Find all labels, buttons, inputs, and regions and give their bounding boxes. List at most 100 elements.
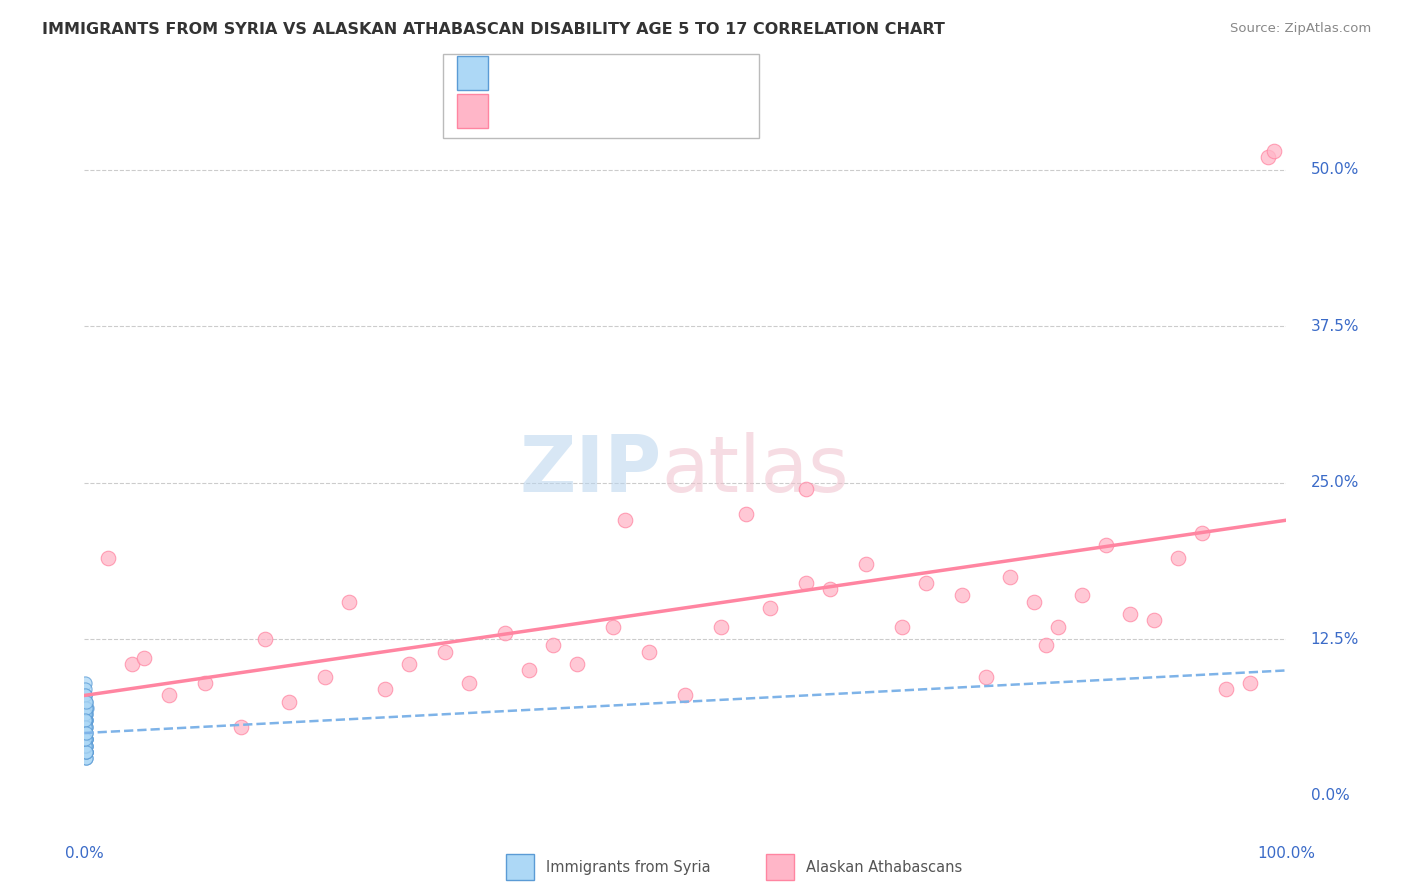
Text: R =  0.428   N = 47: R = 0.428 N = 47 bbox=[502, 103, 672, 119]
Point bbox=[1022, 594, 1045, 608]
Point bbox=[75, 714, 97, 728]
Point bbox=[541, 639, 564, 653]
Point bbox=[75, 732, 97, 747]
Point bbox=[75, 739, 97, 753]
Point bbox=[157, 689, 180, 703]
Point bbox=[1215, 682, 1237, 697]
Point bbox=[75, 720, 97, 734]
Point bbox=[73, 689, 96, 703]
Point bbox=[75, 689, 97, 703]
Point bbox=[75, 707, 97, 722]
Point bbox=[97, 550, 120, 565]
Point bbox=[75, 739, 97, 753]
Point bbox=[602, 619, 624, 633]
Point bbox=[1047, 619, 1070, 633]
Text: Alaskan Athabascans: Alaskan Athabascans bbox=[806, 860, 962, 874]
Point bbox=[75, 676, 97, 690]
Point bbox=[75, 707, 97, 722]
Point bbox=[675, 689, 697, 703]
Point bbox=[75, 726, 97, 740]
Point bbox=[75, 720, 97, 734]
Point bbox=[75, 745, 97, 759]
Point bbox=[75, 720, 97, 734]
Point bbox=[75, 745, 97, 759]
Point bbox=[314, 670, 336, 684]
Point bbox=[974, 670, 997, 684]
Point bbox=[75, 695, 97, 709]
Point bbox=[458, 676, 481, 690]
Point bbox=[998, 569, 1021, 583]
Point bbox=[710, 619, 733, 633]
Point bbox=[638, 645, 661, 659]
Point bbox=[1257, 150, 1279, 164]
Text: 12.5%: 12.5% bbox=[1310, 632, 1360, 647]
Point bbox=[277, 695, 299, 709]
Point bbox=[76, 701, 98, 715]
Point bbox=[75, 714, 97, 728]
Point bbox=[75, 732, 97, 747]
Point bbox=[75, 701, 97, 715]
Text: atlas: atlas bbox=[661, 432, 849, 508]
Point bbox=[1167, 550, 1189, 565]
Point bbox=[855, 557, 877, 571]
Point bbox=[75, 739, 97, 753]
Point bbox=[75, 695, 97, 709]
Point bbox=[1191, 525, 1213, 540]
Point bbox=[75, 745, 97, 759]
Point bbox=[121, 657, 143, 672]
Point bbox=[374, 682, 396, 697]
Point bbox=[434, 645, 457, 659]
Point bbox=[1263, 144, 1285, 158]
Text: IMMIGRANTS FROM SYRIA VS ALASKAN ATHABASCAN DISABILITY AGE 5 TO 17 CORRELATION C: IMMIGRANTS FROM SYRIA VS ALASKAN ATHABAS… bbox=[42, 22, 945, 37]
Point bbox=[73, 695, 96, 709]
Text: ZIP: ZIP bbox=[519, 432, 661, 508]
Point bbox=[75, 720, 97, 734]
Text: Source: ZipAtlas.com: Source: ZipAtlas.com bbox=[1230, 22, 1371, 36]
Point bbox=[950, 588, 973, 602]
Point bbox=[567, 657, 589, 672]
Text: 37.5%: 37.5% bbox=[1310, 318, 1360, 334]
Text: Immigrants from Syria: Immigrants from Syria bbox=[546, 860, 710, 874]
Point bbox=[398, 657, 420, 672]
Point bbox=[75, 720, 97, 734]
Point bbox=[75, 739, 97, 753]
Point bbox=[818, 582, 841, 596]
Point bbox=[1071, 588, 1094, 602]
Point bbox=[75, 751, 97, 765]
Point bbox=[75, 714, 97, 728]
Point bbox=[75, 732, 97, 747]
Point bbox=[73, 707, 96, 722]
Point bbox=[1119, 607, 1142, 621]
Text: 25.0%: 25.0% bbox=[1310, 475, 1360, 490]
Point bbox=[75, 732, 97, 747]
Point bbox=[614, 513, 637, 527]
Point bbox=[734, 507, 756, 521]
Point bbox=[758, 600, 780, 615]
Text: 0.0%: 0.0% bbox=[65, 846, 104, 861]
Point bbox=[1095, 538, 1118, 552]
Point bbox=[73, 714, 96, 728]
Point bbox=[73, 720, 96, 734]
Point bbox=[73, 701, 96, 715]
Point bbox=[915, 575, 938, 590]
Point bbox=[75, 751, 97, 765]
Point bbox=[517, 664, 540, 678]
Point bbox=[1239, 676, 1261, 690]
Point bbox=[1143, 613, 1166, 627]
Point bbox=[1035, 639, 1057, 653]
Point bbox=[75, 714, 97, 728]
Point bbox=[337, 594, 360, 608]
Point bbox=[75, 726, 97, 740]
Point bbox=[75, 689, 97, 703]
Point bbox=[75, 682, 97, 697]
Point bbox=[73, 726, 96, 740]
Text: 0.0%: 0.0% bbox=[1310, 789, 1350, 803]
Point bbox=[794, 482, 817, 496]
Point bbox=[134, 651, 156, 665]
Text: 100.0%: 100.0% bbox=[1257, 846, 1316, 861]
Point bbox=[75, 707, 97, 722]
Point bbox=[194, 676, 217, 690]
Point bbox=[794, 575, 817, 590]
Point bbox=[253, 632, 276, 646]
Point bbox=[73, 726, 96, 740]
